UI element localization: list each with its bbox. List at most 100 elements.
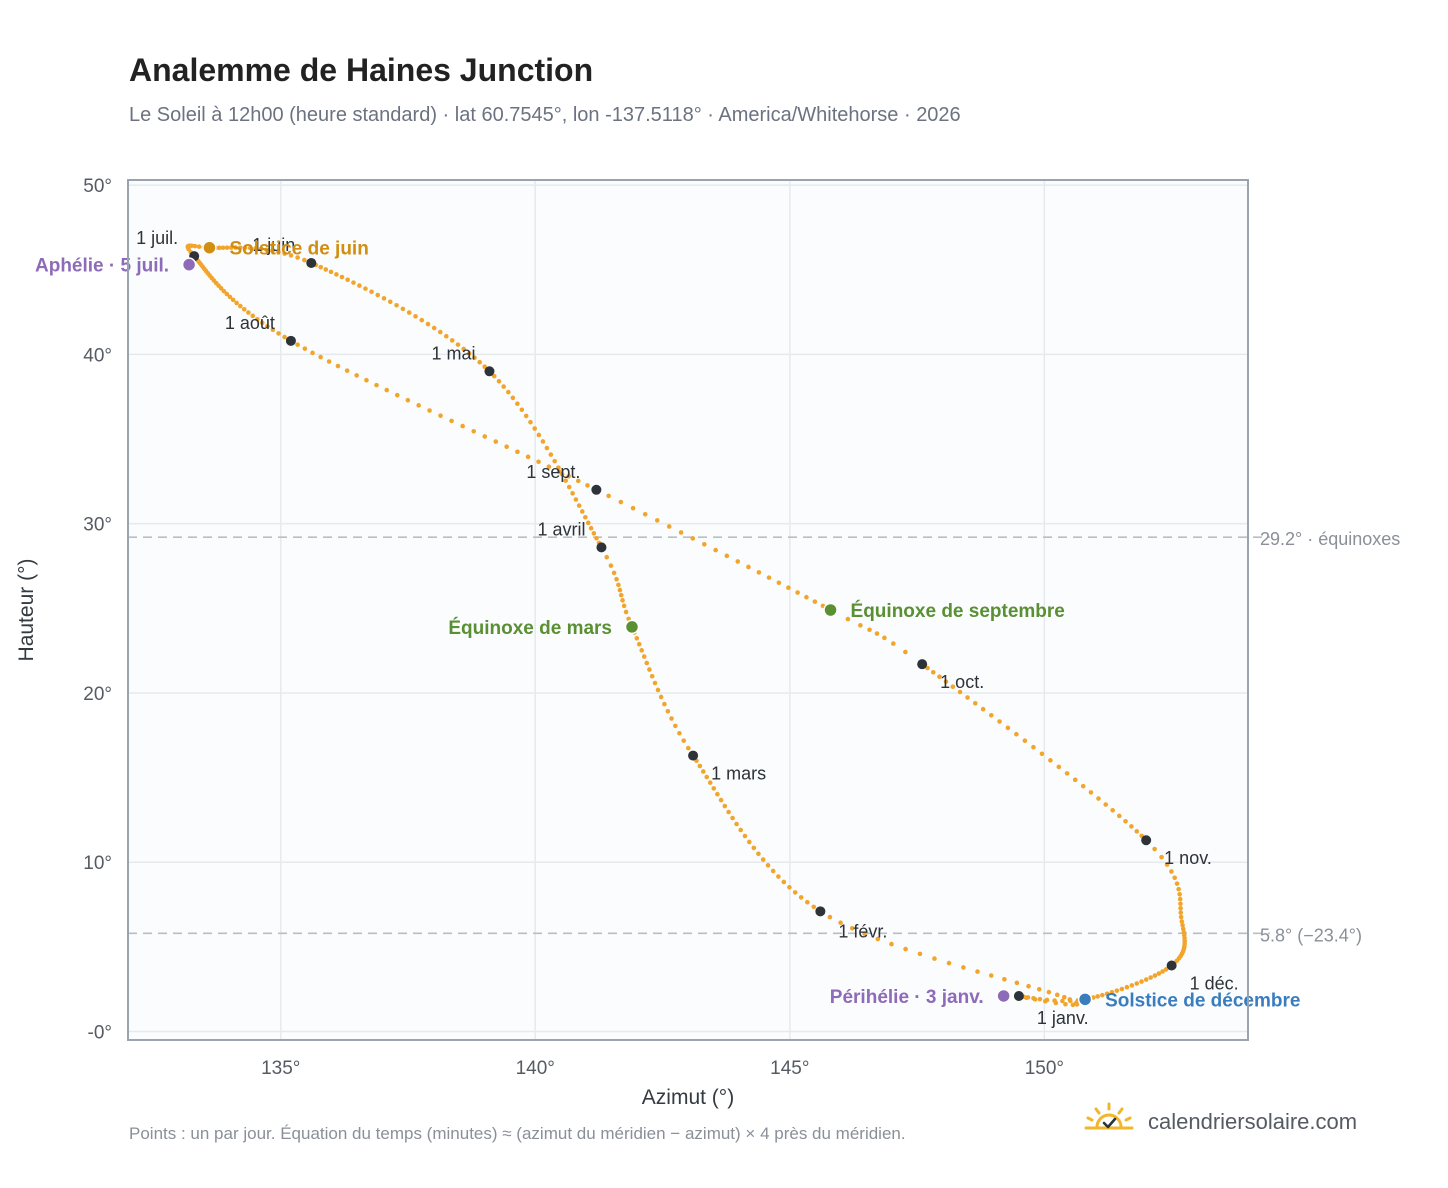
daily-point <box>1036 987 1042 992</box>
daily-point <box>425 321 431 327</box>
daily-point <box>1096 796 1101 801</box>
daily-point <box>455 342 461 347</box>
daily-point <box>604 554 610 560</box>
plot-area <box>128 180 1248 1040</box>
daily-point <box>1129 983 1135 988</box>
daily-point <box>493 439 499 444</box>
daily-point <box>344 368 350 373</box>
daily-point <box>1054 992 1060 998</box>
daily-point <box>690 536 696 541</box>
daily-point <box>1176 886 1181 892</box>
daily-point <box>946 960 952 966</box>
month-markers: 1 janv. 1 févr. 1 mars 1 avril 1 mai 1 juin 1 … <box>136 228 1239 1028</box>
daily-point <box>903 946 908 952</box>
month-label: 1 juin <box>252 235 295 255</box>
daily-point <box>234 300 239 306</box>
daily-point <box>681 738 687 743</box>
daily-point <box>787 884 792 890</box>
daily-point <box>242 245 248 251</box>
daily-point <box>1180 922 1185 928</box>
daily-point <box>776 580 782 586</box>
daily-point <box>1072 777 1078 783</box>
daily-point <box>1088 790 1094 795</box>
daily-point <box>1109 989 1115 995</box>
daily-point <box>438 413 443 418</box>
daily-point <box>302 257 307 263</box>
daily-point <box>621 603 627 609</box>
brand-logo[interactable]: calendriersolaire.com <box>1082 1102 1357 1142</box>
daily-point <box>812 599 818 604</box>
month-marker <box>306 257 317 268</box>
daily-point <box>443 333 449 339</box>
daily-point <box>238 303 243 309</box>
daily-point <box>704 774 710 780</box>
x-tick-label: 135° <box>261 1058 300 1079</box>
daily-point <box>375 292 381 298</box>
daily-point <box>980 706 986 712</box>
daily-point <box>1178 910 1184 915</box>
month-label: 1 mars <box>711 764 766 784</box>
daily-point <box>496 378 502 384</box>
daily-point <box>318 354 323 360</box>
month-marker <box>484 366 495 377</box>
daily-point <box>585 483 590 488</box>
daily-point <box>255 316 260 322</box>
grid <box>128 180 1248 1040</box>
daily-point <box>658 694 664 700</box>
daily-point <box>250 313 256 319</box>
daily-point <box>647 667 652 672</box>
daily-point <box>639 648 644 653</box>
daily-point <box>858 623 863 628</box>
daily-point <box>381 296 387 301</box>
y-tick-label: 20° <box>83 684 112 705</box>
daily-point <box>406 310 412 315</box>
daily-point <box>559 471 565 477</box>
daily-point <box>576 503 582 508</box>
daily-point <box>585 520 591 526</box>
daily-point <box>1056 764 1062 770</box>
daily-point <box>932 956 937 961</box>
y-tick-label: 30° <box>83 515 112 536</box>
y-tick-label: 40° <box>83 345 112 366</box>
daily-point <box>634 635 640 641</box>
daily-point <box>972 700 978 706</box>
daily-point <box>570 491 575 496</box>
daily-point <box>1025 995 1031 1000</box>
daily-point <box>575 478 581 484</box>
daily-point <box>253 246 258 251</box>
daily-point <box>722 803 728 809</box>
daily-point <box>525 454 531 460</box>
daily-point <box>1022 738 1028 744</box>
daily-point <box>746 564 751 570</box>
daily-point <box>735 559 741 564</box>
daily-point <box>649 673 655 679</box>
daily-point <box>751 845 757 851</box>
daily-point <box>711 786 717 791</box>
daily-point <box>588 525 594 531</box>
daily-point <box>988 712 994 718</box>
daily-point <box>665 708 671 714</box>
daily-point <box>685 745 691 751</box>
daily-point <box>707 780 713 785</box>
daily-point <box>1070 1002 1076 1008</box>
daily-point <box>519 407 525 413</box>
daily-point <box>224 245 230 250</box>
daily-point <box>756 851 761 857</box>
daily-point <box>449 418 454 424</box>
month-marker <box>1166 960 1177 971</box>
daily-point <box>1116 813 1122 819</box>
daily-point <box>1014 980 1020 986</box>
daily-point <box>318 264 324 270</box>
daily-point <box>282 334 287 340</box>
daily-point <box>715 791 720 797</box>
daily-point <box>1095 994 1100 999</box>
daily-point <box>196 244 202 249</box>
daily-point <box>1129 824 1134 829</box>
daily-point <box>265 323 270 329</box>
daily-point <box>326 359 332 364</box>
daily-point <box>1052 998 1057 1003</box>
daily-point <box>805 899 810 905</box>
daily-point <box>606 493 611 499</box>
daily-point <box>957 689 963 695</box>
event-label: Solstice de juin <box>229 239 368 260</box>
